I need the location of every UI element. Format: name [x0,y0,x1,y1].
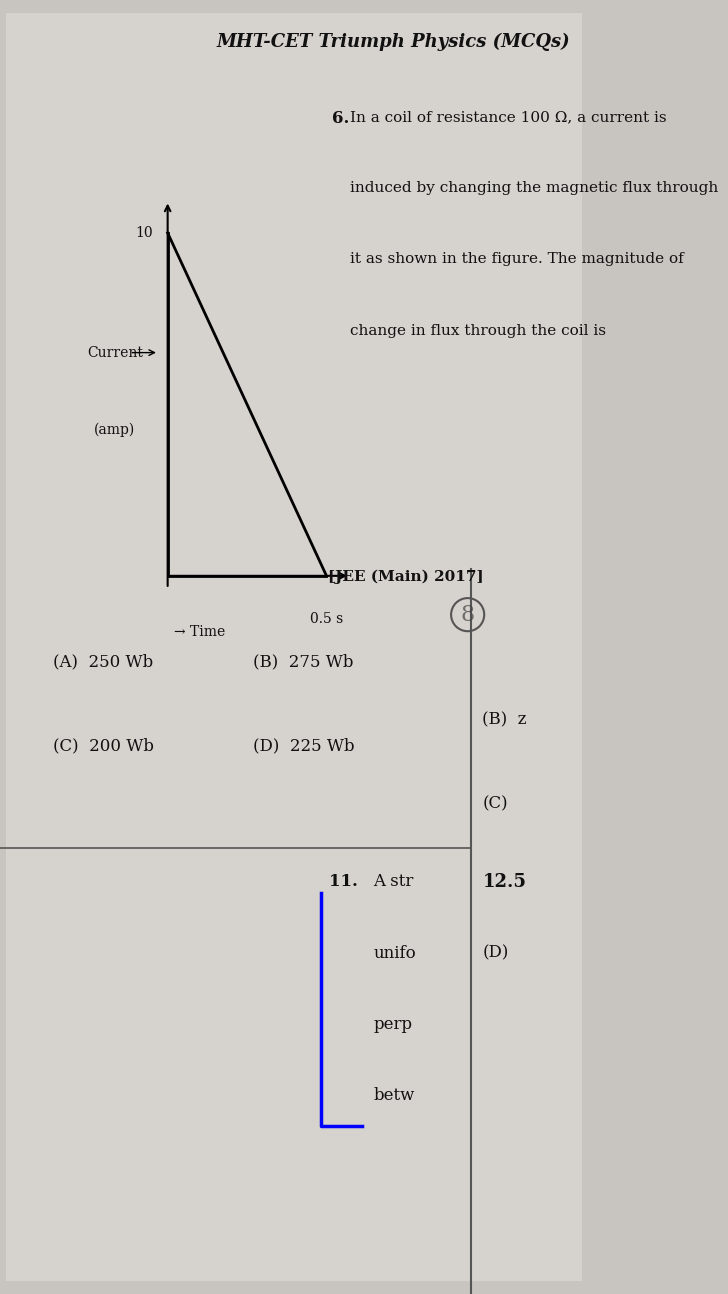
Text: (B)  275 Wb: (B) 275 Wb [253,653,354,670]
Text: 11.: 11. [330,873,358,890]
Text: (B)  z: (B) z [483,712,527,729]
Text: 0.5 s: 0.5 s [310,612,343,626]
Text: (D): (D) [483,945,509,961]
Text: change in flux through the coil is: change in flux through the coil is [350,324,606,338]
Text: 8: 8 [461,603,475,626]
Text: 6.: 6. [333,110,349,127]
Text: 10: 10 [135,226,153,239]
Text: A str: A str [373,873,414,890]
FancyBboxPatch shape [6,13,582,1281]
Text: [JEE (Main) 2017]: [JEE (Main) 2017] [328,569,483,584]
Text: 12.5: 12.5 [483,873,526,892]
Text: it as shown in the figure. The magnitude of: it as shown in the figure. The magnitude… [350,252,684,267]
Text: induced by changing the magnetic flux through: induced by changing the magnetic flux th… [350,181,719,195]
Text: (A)  250 Wb: (A) 250 Wb [53,653,153,670]
Text: (C): (C) [483,796,508,813]
Text: (C)  200 Wb: (C) 200 Wb [53,738,154,754]
Text: perp: perp [373,1016,413,1033]
Text: → Time: → Time [173,625,225,639]
Text: betw: betw [373,1087,415,1104]
Text: In a coil of resistance 100 Ω, a current is: In a coil of resistance 100 Ω, a current… [350,110,667,124]
Text: Current: Current [87,345,143,360]
Text: MHT-CET Triumph Physics (MCQs): MHT-CET Triumph Physics (MCQs) [217,32,571,50]
Text: (amp): (amp) [94,423,135,437]
Text: (D)  225 Wb: (D) 225 Wb [253,738,355,754]
Text: unifo: unifo [373,945,416,961]
